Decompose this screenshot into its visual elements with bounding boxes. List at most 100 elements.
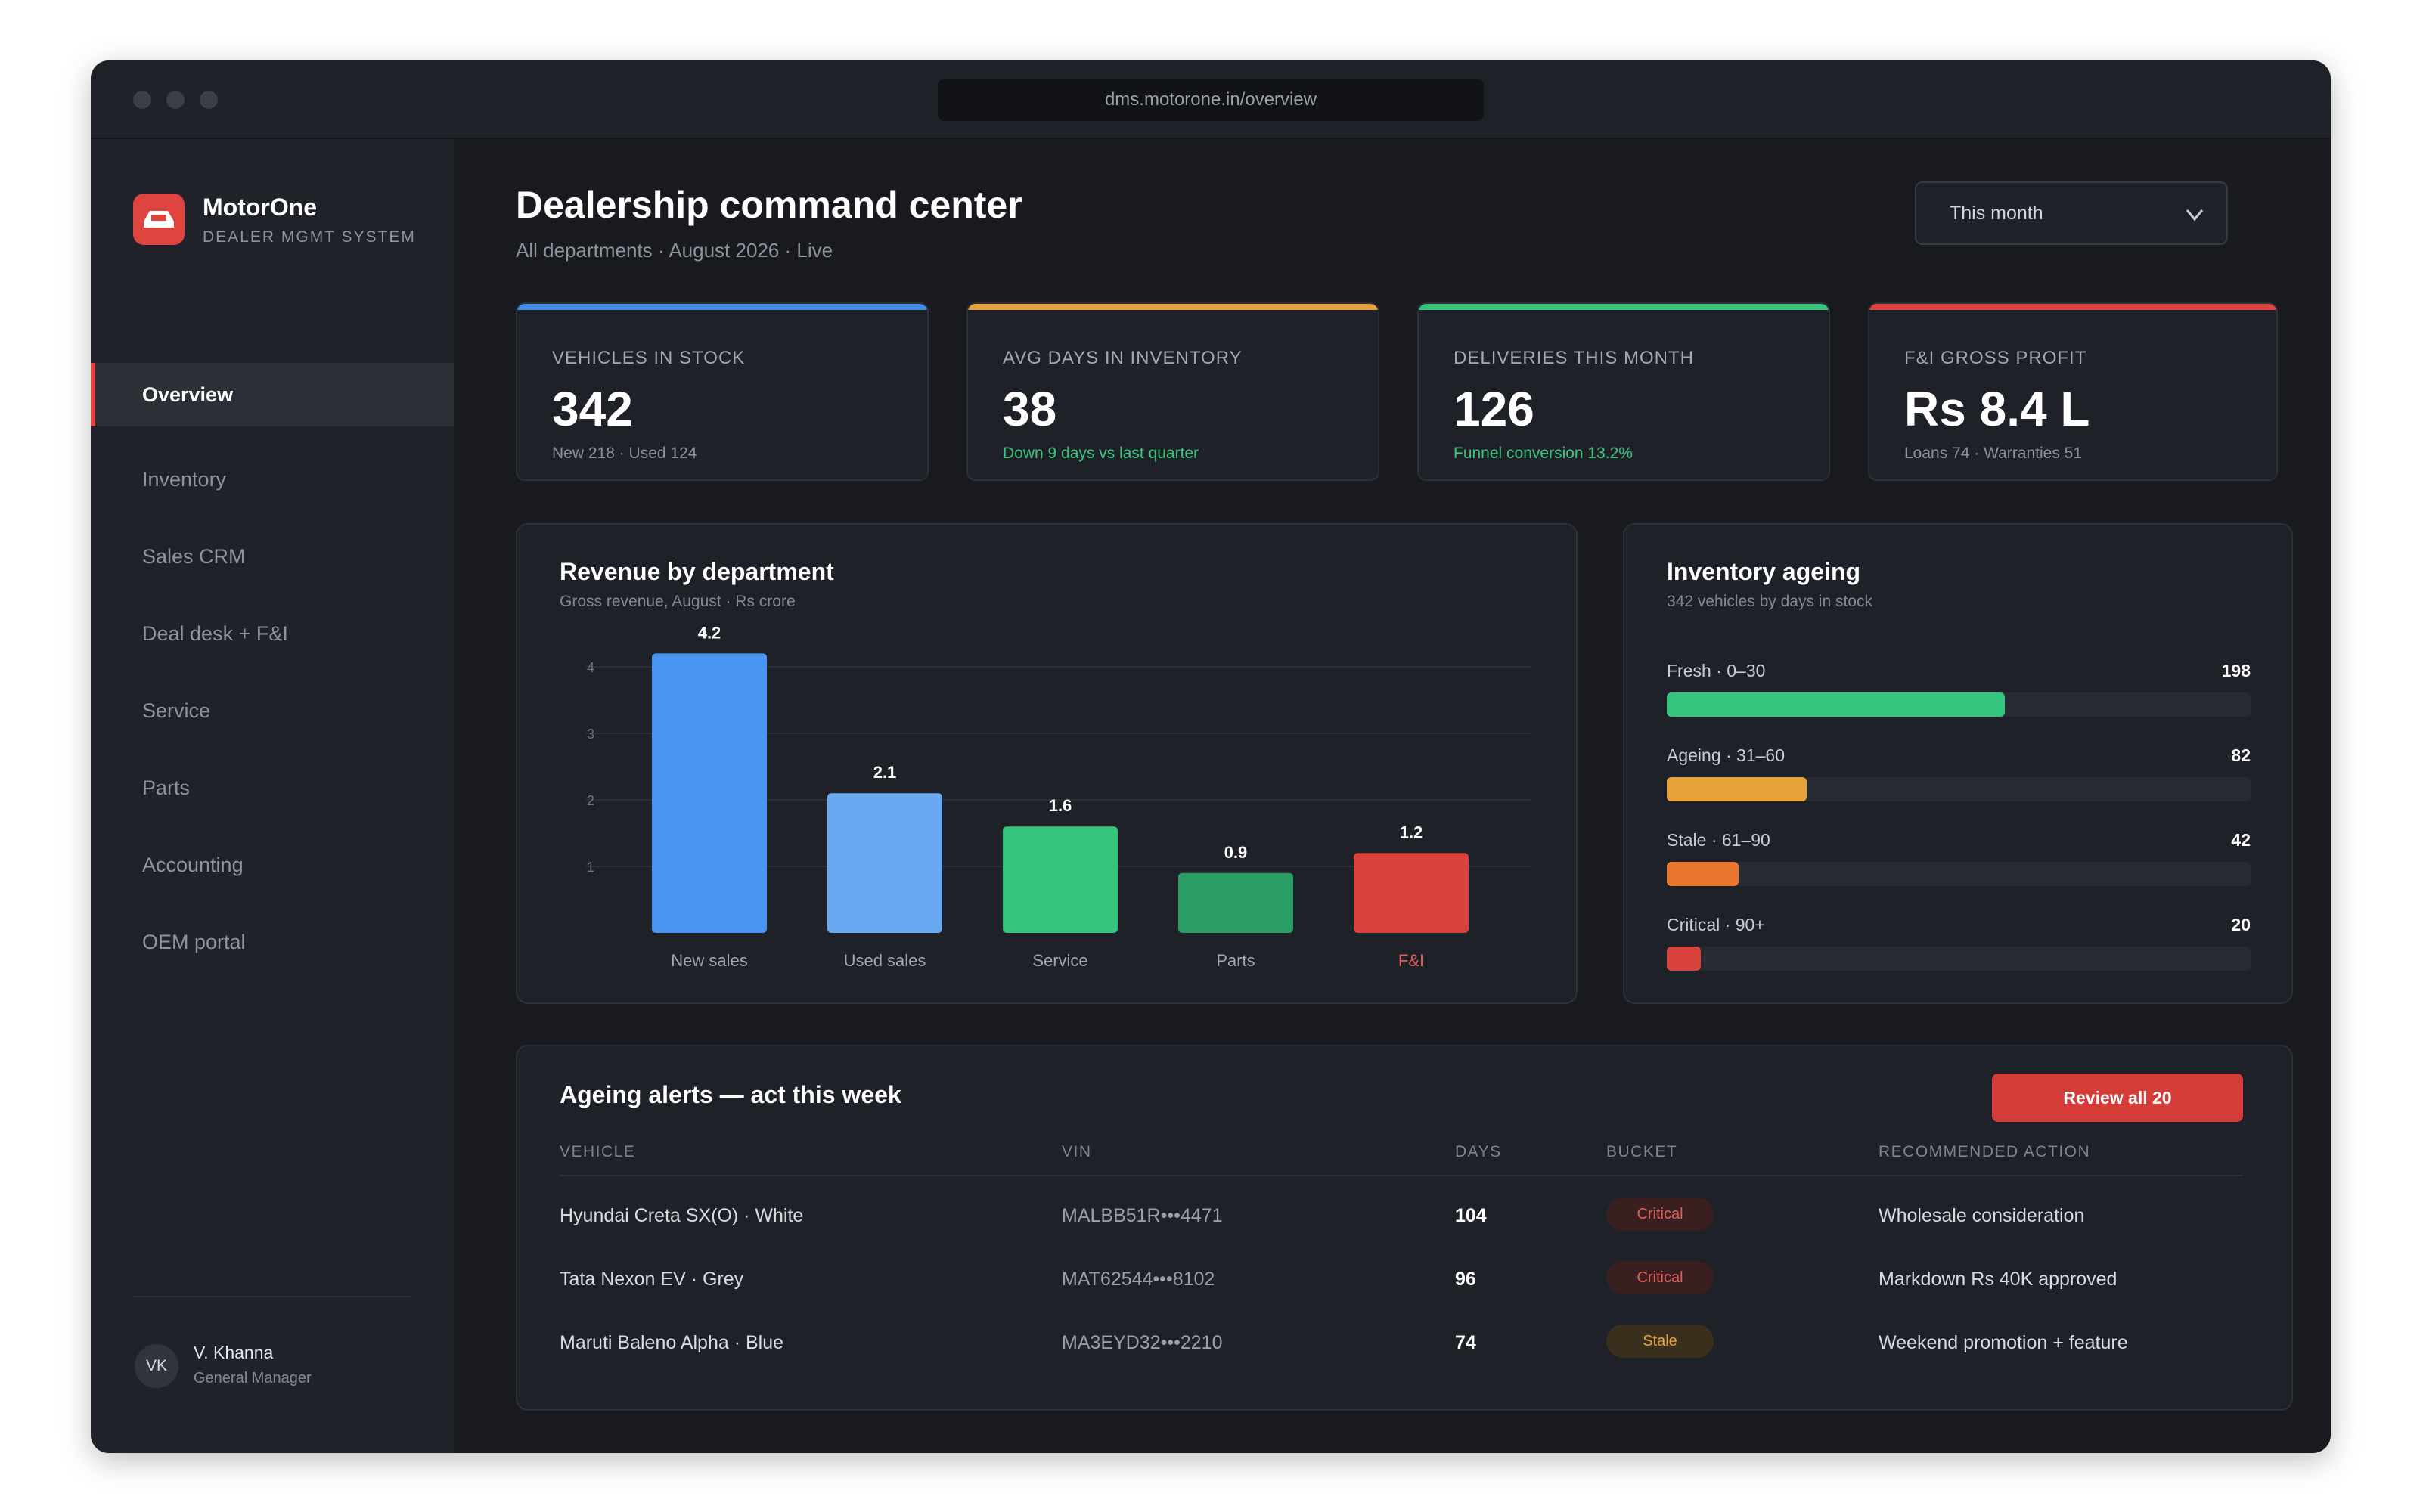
status-badge: Stale — [1606, 1325, 1714, 1358]
kpi-sub: Funnel conversion 13.2% — [1454, 445, 1633, 462]
page-title: Dealership command center — [516, 184, 1022, 226]
window-close-dot[interactable] — [133, 91, 151, 109]
url-bar[interactable]: dms.motorone.in/overview — [938, 79, 1484, 121]
kpi-label: VEHICLES IN STOCK — [552, 348, 746, 368]
user-name: V. Khanna — [194, 1343, 274, 1362]
bar-value-label: 0.9 — [1224, 843, 1248, 862]
cell-days: 104 — [1455, 1205, 1487, 1226]
x-tick-label: Service — [1032, 951, 1087, 970]
revenue-bar-chart: 1 2 3 4 4.2 New sales 2.1 Used sales 1.6 Service 0… — [585, 623, 1531, 970]
ageing-row-label: Ageing · 31–60 — [1667, 745, 1786, 765]
cell-action: Wholesale consideration — [1879, 1205, 2085, 1226]
kpi-accent-bar — [517, 304, 927, 310]
alerts-panel-title: Ageing alerts — act this week — [560, 1081, 901, 1108]
y-tick-label: 1 — [587, 860, 594, 875]
bar — [827, 793, 942, 933]
bar — [652, 653, 767, 933]
kpi-card-fi-gross-profit: F&I GROSS PROFIT Rs 8.4 L Loans 74 · War… — [1868, 302, 2278, 481]
ageing-row-count: 20 — [2231, 915, 2251, 934]
x-tick-label: Used sales — [844, 951, 926, 970]
avatar[interactable]: VK — [135, 1344, 178, 1388]
x-tick-label: Parts — [1216, 951, 1255, 970]
y-tick-label: 2 — [587, 793, 594, 808]
cell-vehicle: Maruti Baleno Alpha · Blue — [560, 1332, 784, 1353]
kpi-sub: New 218 · Used 124 — [552, 445, 697, 462]
cell-vehicle: Tata Nexon EV · Grey — [560, 1269, 744, 1290]
kpi-card-avg-days: AVG DAYS IN INVENTORY 38 Down 9 days vs … — [966, 302, 1379, 481]
chevron-down-icon — [2183, 203, 2207, 232]
kpi-value: 126 — [1454, 382, 1534, 436]
ageing-fill-ageing — [1667, 777, 1807, 801]
cell-vin: MA3EYD32•••2210 — [1062, 1332, 1223, 1353]
sidebar-item-sales-crm[interactable]: Sales CRM — [142, 544, 246, 568]
bar-value-label: 4.2 — [698, 623, 721, 642]
window-maximize-dot[interactable] — [200, 91, 218, 109]
ageing-row-label: Critical · 90+ — [1667, 915, 1765, 934]
sidebar-item-accounting[interactable]: Accounting — [142, 853, 244, 876]
cell-days: 74 — [1455, 1332, 1476, 1353]
sidebar-item-overview[interactable]: Overview — [91, 363, 454, 426]
ageing-panel-title: Inventory ageing — [1667, 558, 1861, 585]
ageing-fill-fresh — [1667, 692, 2005, 717]
ageing-track — [1667, 947, 2251, 971]
bar — [1178, 872, 1293, 933]
sidebar-divider — [133, 1296, 411, 1297]
ageing-fill-critical — [1667, 947, 1702, 971]
ageing-row-count: 42 — [2231, 830, 2251, 850]
cell-action: Weekend promotion + feature — [1879, 1332, 2128, 1353]
ageing-row-count: 82 — [2231, 745, 2251, 765]
kpi-sub: Loans 74 · Warranties 51 — [1904, 445, 2083, 462]
kpi-card-deliveries: DELIVERIES THIS MONTH 126 Funnel convers… — [1417, 302, 1830, 481]
kpi-accent-bar — [1419, 304, 1829, 310]
x-tick-label: F&I — [1398, 951, 1424, 970]
cell-vin: MALBB51R•••4471 — [1062, 1205, 1223, 1226]
column-header-bucket: BUCKET — [1606, 1143, 1678, 1160]
bar — [1003, 826, 1118, 933]
revenue-panel: Revenue by department Gross revenue, Aug… — [516, 523, 1578, 1004]
y-tick-label: 3 — [587, 727, 594, 742]
kpi-label: AVG DAYS IN INVENTORY — [1003, 348, 1243, 368]
kpi-label: F&I GROSS PROFIT — [1904, 348, 2087, 368]
status-badge: Critical — [1606, 1198, 1714, 1231]
status-badge: Critical — [1606, 1261, 1714, 1294]
revenue-panel-title: Revenue by department — [560, 558, 834, 585]
column-header-vin: VIN — [1062, 1143, 1092, 1160]
kpi-value: Rs 8.4 L — [1904, 382, 2090, 436]
ageing-row-count: 198 — [2221, 661, 2251, 680]
sidebar: MotorOne DEALER MGMT SYSTEM Overview Inv… — [91, 139, 454, 1453]
cell-days: 96 — [1455, 1269, 1476, 1290]
x-tick-label: New sales — [671, 951, 747, 970]
column-header-vehicle: VEHICLE — [560, 1143, 636, 1160]
ageing-panel-subtitle: 342 vehicles by days in stock — [1667, 593, 1872, 610]
sidebar-item-inventory[interactable]: Inventory — [142, 467, 227, 491]
ageing-panel: Inventory ageing 342 vehicles by days in… — [1623, 523, 2293, 1004]
ageing-row-label: Fresh · 0–30 — [1667, 661, 1766, 680]
period-select-value: This month — [1950, 202, 2043, 224]
ageing-fill-stale — [1667, 862, 1739, 886]
car-icon — [133, 194, 185, 245]
y-tick-label: 4 — [587, 660, 594, 675]
period-select[interactable]: This month — [1915, 181, 2228, 245]
column-header-action: RECOMMENDED ACTION — [1879, 1143, 2091, 1160]
review-all-button[interactable]: Review all 20 — [1992, 1074, 2243, 1122]
browser-window: dms.motorone.in/overview MotorOne DEALER… — [91, 60, 2331, 1453]
brand-name: MotorOne — [203, 194, 318, 221]
window-minimize-dot[interactable] — [166, 91, 185, 109]
cell-vin: MAT62544•••8102 — [1062, 1269, 1215, 1290]
revenue-panel-subtitle: Gross revenue, August · Rs crore — [560, 593, 796, 610]
kpi-card-vehicles-in-stock: VEHICLES IN STOCK 342 New 218 · Used 124 — [516, 302, 929, 481]
sidebar-item-oem-portal[interactable]: OEM portal — [142, 930, 246, 953]
ageing-row-label: Stale · 61–90 — [1667, 830, 1770, 850]
kpi-label: DELIVERIES THIS MONTH — [1454, 348, 1694, 368]
bar — [1354, 853, 1469, 933]
bar-value-label: 2.1 — [873, 763, 897, 782]
kpi-value: 342 — [552, 382, 633, 436]
alerts-panel: Ageing alerts — act this week Review all… — [516, 1045, 2293, 1411]
sidebar-item-service[interactable]: Service — [142, 699, 211, 722]
cell-vehicle: Hyundai Creta SX(O) · White — [560, 1205, 804, 1226]
sidebar-item-deal-desk[interactable]: Deal desk + F&I — [142, 621, 288, 645]
page-subtitle: All departments · August 2026 · Live — [516, 239, 833, 262]
sidebar-item-parts[interactable]: Parts — [142, 776, 191, 799]
ageing-track — [1667, 692, 2251, 717]
kpi-accent-bar — [1869, 304, 2276, 310]
